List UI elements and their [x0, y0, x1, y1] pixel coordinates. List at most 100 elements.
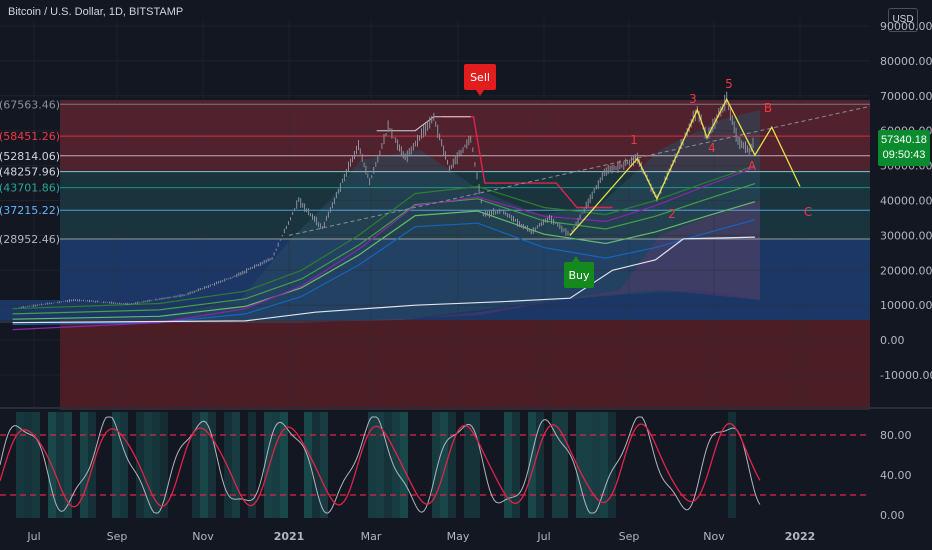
wave-label-3: 3	[689, 92, 697, 106]
stoch-zone	[368, 412, 376, 518]
stoch-zone	[304, 412, 312, 518]
price-candles	[18, 91, 754, 308]
stoch-zone	[576, 412, 584, 518]
moving-averages	[12, 105, 871, 331]
stoch-lines	[0, 416, 870, 514]
price-tick: 90000.00	[880, 20, 932, 33]
upper-step	[376, 116, 471, 132]
sell-signal[interactable]: Sell	[464, 64, 496, 96]
wave-label-5: 5	[725, 77, 733, 91]
stoch-shading	[16, 412, 736, 518]
stoch-zone	[192, 412, 200, 518]
price-tick: 40000.00	[880, 195, 932, 208]
stoch-zone	[208, 412, 216, 518]
stoch-zone	[56, 412, 64, 518]
stoch-zone	[16, 412, 24, 518]
stoch-zone	[112, 412, 120, 518]
stoch-zone	[232, 412, 240, 518]
ma-line	[12, 201, 756, 320]
stoch-zone	[392, 412, 400, 518]
stoch-d-line	[0, 422, 761, 508]
stoch-k-line	[0, 416, 761, 514]
stoch-zone	[80, 412, 88, 518]
stoch-bg	[0, 410, 870, 520]
wave-label-1: 1	[630, 133, 638, 147]
grid-lines	[0, 20, 870, 520]
stoch-tick: 80.00	[880, 429, 912, 442]
wave-path	[569, 97, 801, 236]
bar-countdown: 09:50:43	[882, 149, 926, 161]
stoch-zone	[136, 412, 144, 518]
resistance-step	[442, 116, 613, 209]
stoch-zone	[536, 412, 544, 518]
stoch-zone	[584, 412, 592, 518]
price-tick: 10000.00	[880, 299, 932, 312]
stoch-zone	[728, 412, 736, 518]
stoch-zone	[448, 412, 456, 518]
stoch-zone	[464, 412, 472, 518]
stoch-zone	[608, 412, 616, 518]
stoch-zone	[376, 412, 384, 518]
time-tick: Sep	[619, 530, 640, 543]
main-panel	[0, 100, 870, 410]
ma-line	[12, 166, 756, 331]
wave-overlay[interactable]: 1 2 3 4 5 A B C	[569, 77, 812, 236]
stoch-zone	[432, 412, 440, 518]
stoch-zone	[600, 412, 608, 518]
last-price: 57340.18	[881, 134, 927, 146]
stoch-zone	[472, 412, 480, 518]
stoch-zone	[120, 412, 128, 518]
stochastic-panel	[0, 410, 870, 520]
stoch-zone	[272, 412, 280, 518]
wave-label-2: 2	[668, 207, 676, 221]
wave-label-b: B	[764, 101, 772, 115]
price-tick: -10000.00	[880, 369, 932, 382]
stoch-axis[interactable]: 80.00 40.00 0.00	[880, 429, 912, 522]
fib-label: 382(52814.06)	[0, 150, 60, 163]
time-tick: Jul	[536, 530, 550, 543]
fib-label: 618(43701.86)	[0, 182, 60, 195]
stoch-zone	[440, 412, 448, 518]
stoch-zone	[32, 412, 40, 518]
buy-label: Buy	[568, 269, 590, 282]
ma-line	[12, 219, 756, 325]
wave-label-c: C	[804, 205, 812, 219]
fib-label: 0.5(48257.96)	[0, 166, 60, 179]
stoch-zone	[64, 412, 72, 518]
wave-label-a: A	[748, 159, 757, 173]
time-axis[interactable]: Jul Sep Nov 2021 Mar May Jul Sep Nov 2022	[26, 530, 815, 543]
stoch-zone	[160, 412, 168, 518]
time-tick: Mar	[361, 530, 382, 543]
price-axis[interactable]: 90000.0080000.0070000.0060000.0050000.00…	[880, 20, 932, 382]
time-tick: Jul	[26, 530, 40, 543]
lower-envelope	[12, 236, 755, 324]
stoch-tick: 0.00	[880, 509, 905, 522]
stoch-zone	[504, 412, 512, 518]
fib-label: 786(37215.22)	[0, 204, 60, 217]
time-tick: 2022	[785, 530, 816, 543]
ma-line	[12, 165, 756, 310]
stoch-zone	[264, 412, 272, 518]
price-tick: 70000.00	[880, 90, 932, 103]
wave-label-4: 4	[708, 141, 716, 155]
stoch-zone	[552, 412, 560, 518]
stoch-zone	[592, 412, 600, 518]
fib-label: 1(28952.46)	[0, 233, 60, 246]
stoch-zone	[560, 412, 568, 518]
stoch-zone	[88, 412, 96, 518]
stoch-zone	[312, 412, 320, 518]
price-tick: 80000.00	[880, 55, 932, 68]
stoch-zone	[24, 412, 32, 518]
buy-signal[interactable]: Buy	[564, 256, 594, 288]
stoch-zone	[200, 412, 208, 518]
stoch-zone	[528, 412, 536, 518]
currency-selector[interactable]: USD	[888, 8, 918, 32]
stoch-zone	[384, 412, 392, 518]
stoch-zone	[224, 412, 232, 518]
stoch-zone	[512, 412, 520, 518]
stoch-zone	[280, 412, 288, 518]
stoch-zone	[144, 412, 152, 518]
price-tick: 20000.00	[880, 264, 932, 277]
fib-label: 236(58451.26)	[0, 130, 60, 143]
